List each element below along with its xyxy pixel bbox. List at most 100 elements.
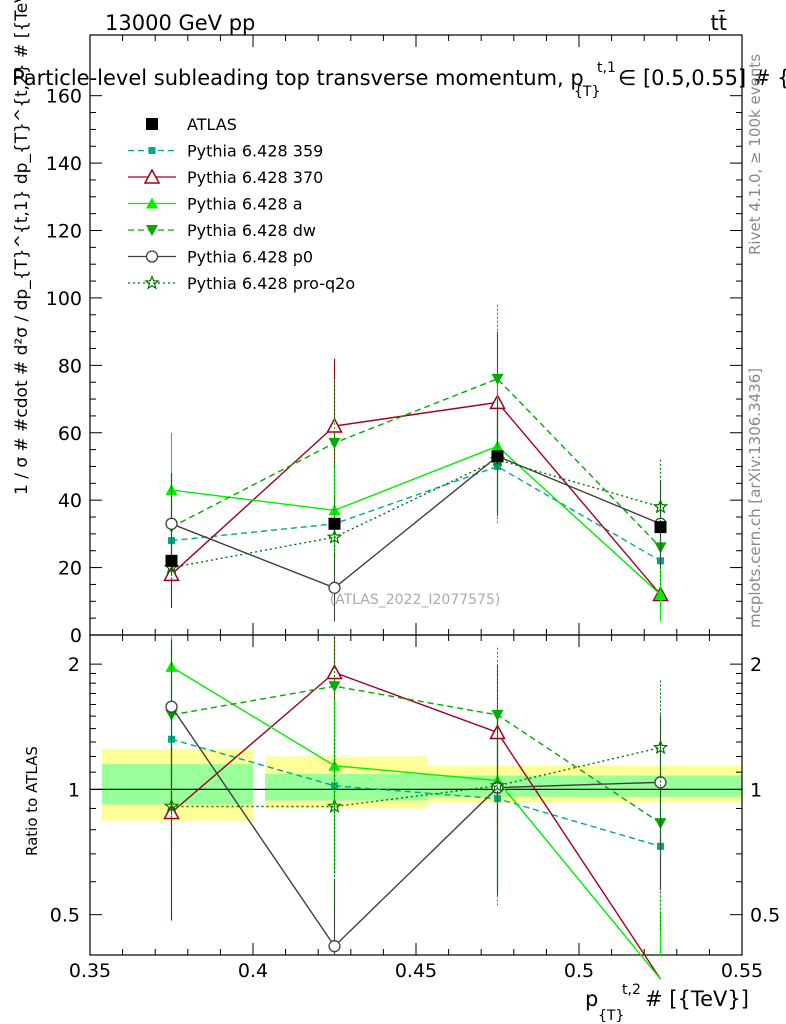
x-tick-label: 0.55 [721,960,763,982]
uncertainty-band-stat [102,764,253,805]
ratio-y-tick-label: 1 [68,779,80,801]
main-y-tick-label: 60 [58,423,82,445]
legend-entry: Pythia 6.428 pro-q2o [128,274,355,293]
series-line [171,377,662,548]
ratio-point [491,709,504,721]
main-y-tick-label: 120 [46,221,82,243]
series-line [171,458,661,569]
x-label-sub: {T} [598,1008,624,1024]
ratio-y-tick-label-right: 0.5 [750,905,780,927]
main-y-tick-label: 100 [46,288,82,310]
ratio-line [171,746,661,808]
legend-label: Pythia 6.428 a [187,195,303,214]
legend-entry: Pythia 6.428 p0 [128,248,313,267]
legend-label: ATLAS [187,115,237,134]
series-pythia-6-428-dw [165,304,667,588]
x-tick-label: 0.5 [564,960,594,982]
ratio-point [163,798,180,814]
data-point [328,581,341,594]
data-point [654,588,667,600]
main-y-tick-label: 160 [46,86,82,108]
x-label-main: p [585,987,598,1011]
ratio-line [171,671,662,980]
x-tick-label: 0.35 [69,960,111,982]
ratio-line [171,738,661,847]
header-right: tt̄ [711,10,727,35]
ratio-line [170,706,661,948]
data-point [326,529,343,544]
data-point [652,498,669,514]
series-line [171,445,661,596]
legend-marker [145,250,159,263]
legend-marker [146,225,158,236]
legend-label: Pythia 6.428 370 [187,168,323,187]
legend-label: Pythia 6.428 p0 [187,248,313,267]
title-main: Particle-level subleading top transverse… [12,66,584,90]
legend-entry: Pythia 6.428 a [128,195,303,214]
main-y-label: 1 / σ # #cdot # d²σ / dp_{T}^{t,1} dp_{T… [12,0,32,495]
ratio-point [165,700,178,713]
header-left: 13000 GeV pp [105,11,255,35]
legend-label: Pythia 6.428 dw [187,221,316,240]
data-point [165,554,178,567]
title-sup: t,1 [597,60,616,76]
rivet-label: Rivet 4.1.0, ≥ 100k events [746,54,764,255]
ratio-y-tick-label: 2 [68,654,80,676]
main-y-tick-label: 40 [58,490,82,512]
ratio-point [489,777,506,793]
ratio-point [328,681,341,693]
series-pythia-6-428-370 [163,331,669,609]
x-tick-label: 0.45 [395,960,437,982]
data-point [491,373,504,385]
ratio-panel: 0.5 0.5 1 1 2 2 0.35 0.4 0.45 0.5 0.55 [50,634,780,982]
series-line [171,465,661,562]
legend-entry: Pythia 6.428 359 [128,142,323,161]
data-point [654,521,667,534]
legend-marker [146,197,158,209]
main-y-tick-label: 0 [70,625,82,647]
series-pythia-6-428-359 [168,409,664,595]
ratio-point [328,940,341,953]
ratio-point [652,739,669,755]
ratio-point [326,798,343,814]
main-y-tick-label: 140 [46,153,82,175]
legend-label: Pythia 6.428 pro-q2o [187,274,355,293]
x-tick-label: 0.4 [238,960,268,982]
main-y-tick-label: 20 [58,558,82,580]
title-sub: {T} [574,84,600,100]
legend-entry: Pythia 6.428 dw [128,221,316,240]
title-tail: ∈ [0.5,0.55] # {T [618,66,786,90]
ratio-y-label: Ratio to ATLAS [23,746,41,856]
mcplots-label: mcplots.cern.ch [arXiv:1306.3436] [746,368,764,628]
x-label-tail: # [{TeV}] [645,987,749,1011]
ratio-y-tick-label-right: 2 [750,654,762,676]
x-label-sup: t,2 [622,982,641,998]
main-y-tick-label: 80 [58,355,82,377]
data-point [165,517,178,530]
series-atlas [165,450,667,567]
legend-marker [143,168,161,184]
legend-marker [148,147,156,154]
analysis-watermark: (ATLAS_2022_I2077575) [330,592,501,608]
series-line [171,455,661,589]
ratio-y-tick-label: 0.5 [50,905,80,927]
legend-marker [144,274,160,290]
legend-entry: Pythia 6.428 370 [128,168,323,187]
legend-entry: ATLAS [146,115,237,134]
ratio-line [171,685,661,824]
legend-label: Pythia 6.428 359 [187,142,323,161]
ratio-series-pythia-6-428-pro-q2o [163,680,669,915]
legend: ATLAS Pythia 6.428 359 Pythia 6.428 370 Pyt… [128,115,355,293]
ratio-y-tick-label-right: 1 [750,779,762,801]
legend-marker [146,118,158,130]
plot-title: Particle-level subleading top transverse… [12,60,786,100]
data-point [328,437,341,449]
series-pythia-6-428-pro-q2o [163,402,669,602]
main-panel: 0 20 40 60 80 100 120 140 160 [46,34,743,647]
data-point [328,517,341,530]
x-axis-label: p {T} t,2 # [{TeV}] [585,982,749,1024]
series-pythia-6-428-a [165,378,667,622]
ratio-line [171,666,662,980]
data-point [491,450,504,463]
